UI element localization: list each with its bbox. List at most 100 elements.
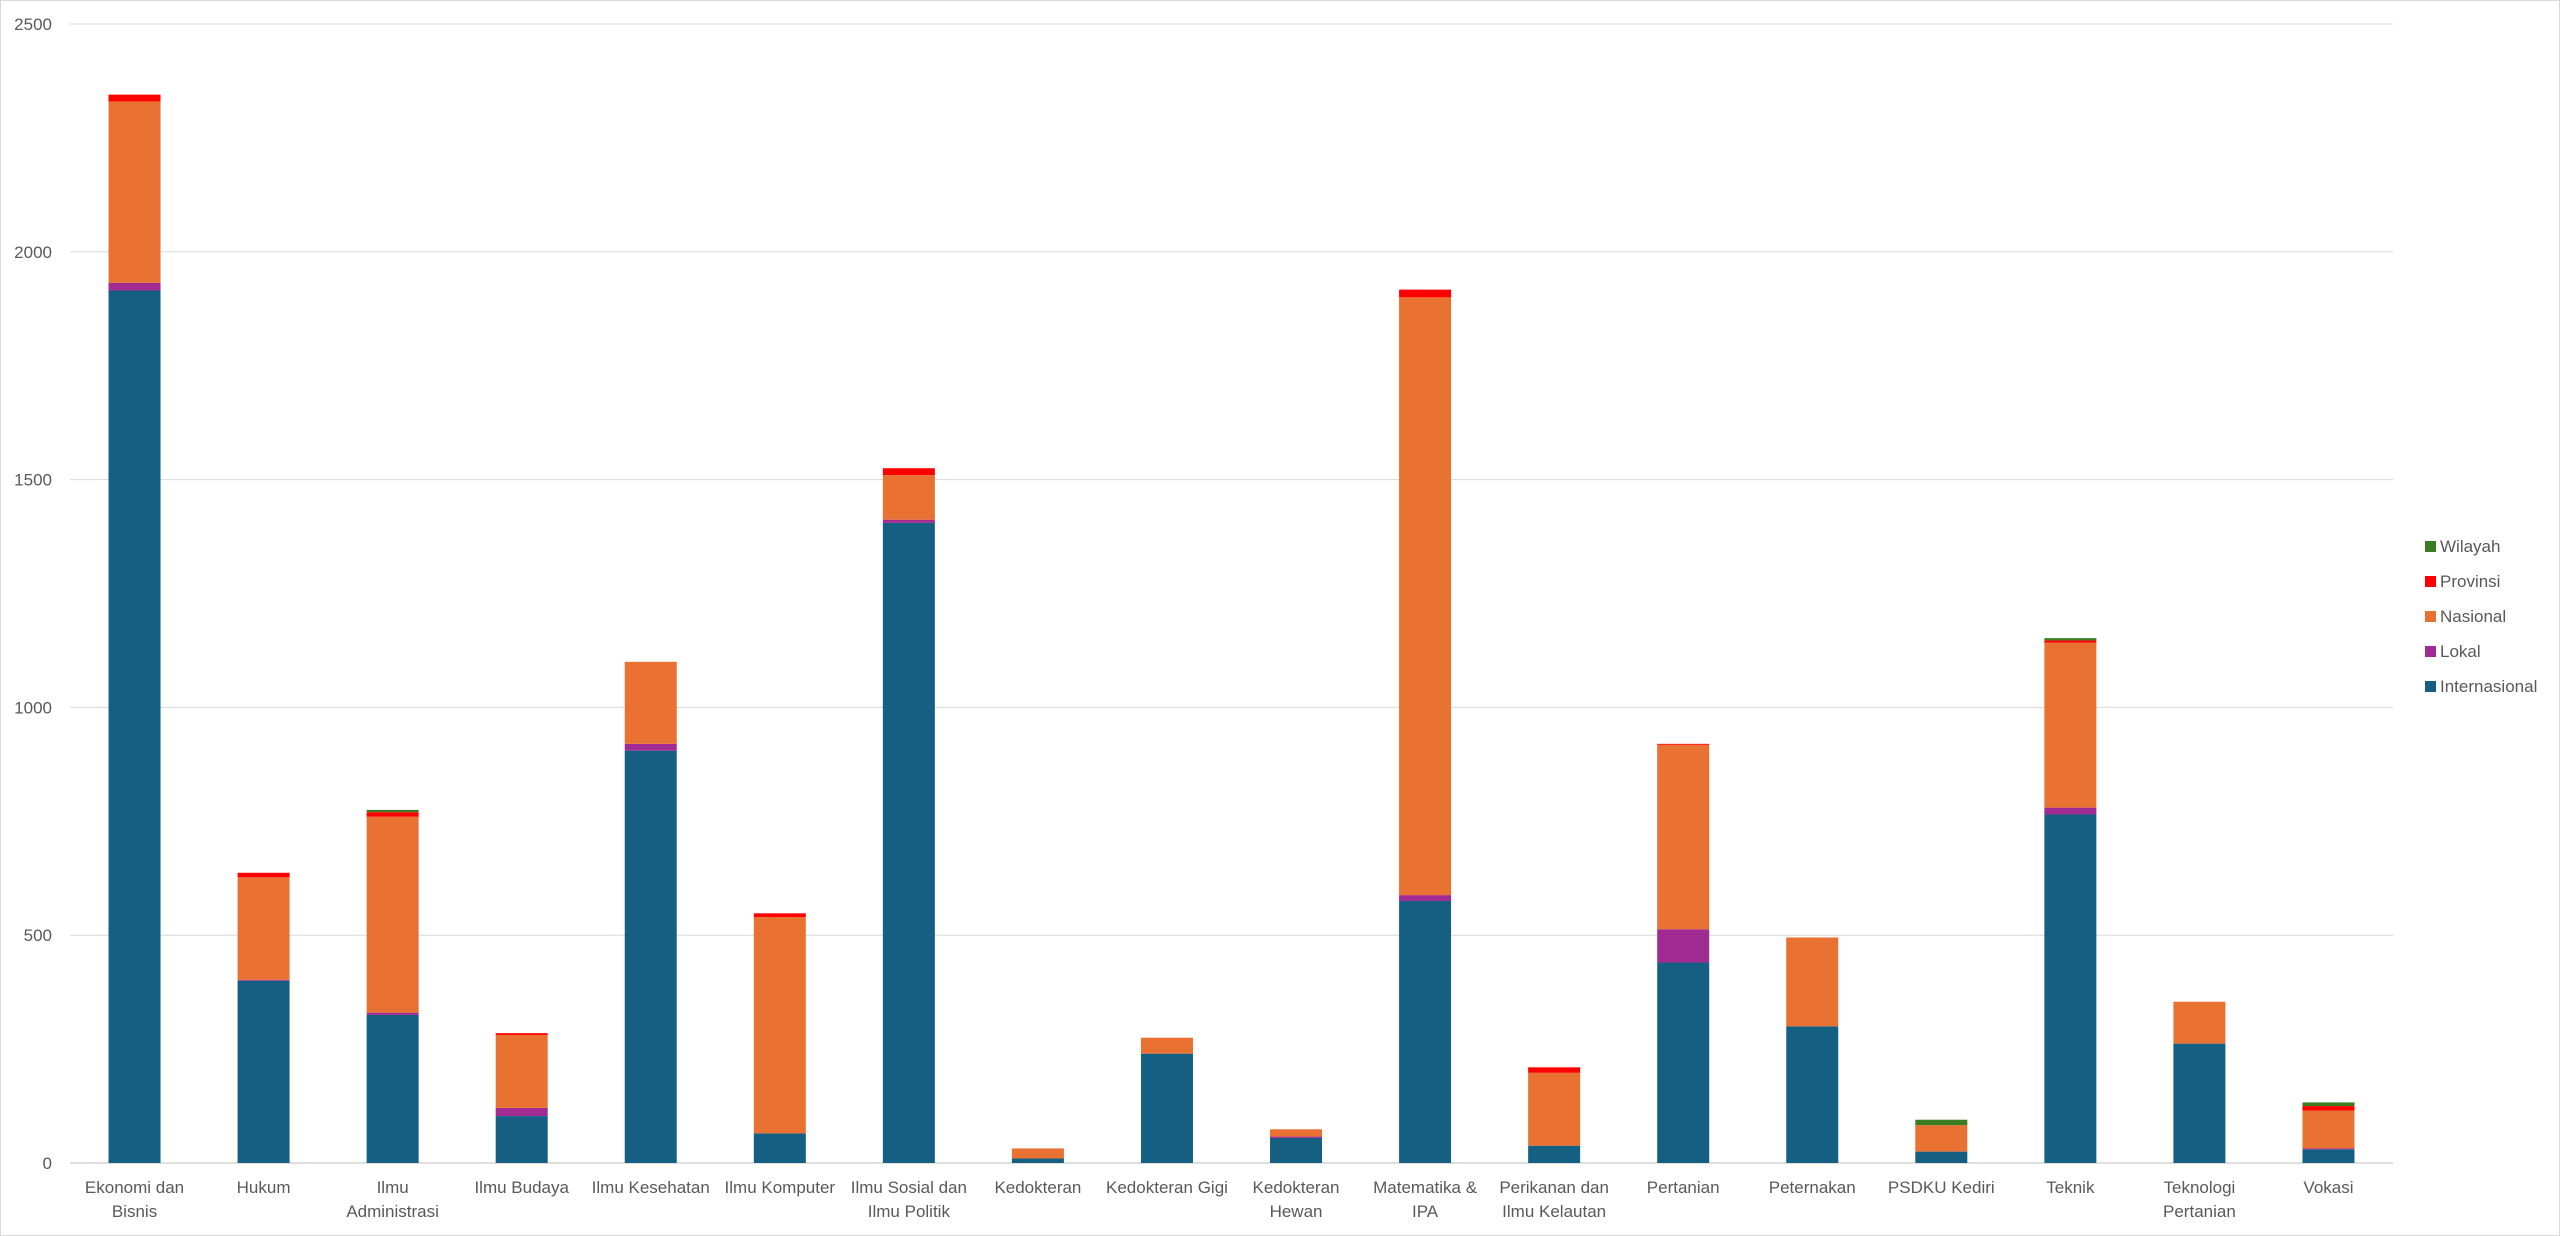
bar-segment-nasional — [237, 877, 290, 980]
x-category-label: Matematika & IPA — [1373, 1178, 1478, 1221]
x-category-label: Kedokteran — [994, 1178, 1081, 1197]
bar-segment-nasional — [1399, 297, 1452, 896]
bar-segment-internasional — [1399, 901, 1452, 1163]
bar-segment-wilayah — [2302, 1102, 2355, 1107]
bar-segment-nasional — [1528, 1072, 1581, 1146]
bar-segment-nasional — [2302, 1110, 2355, 1149]
bar-segment-internasional — [237, 980, 290, 1163]
x-category-label: Pertanian — [1647, 1178, 1720, 1197]
bar-segment-provinsi — [1399, 289, 1452, 298]
bar-segment-provinsi — [366, 812, 419, 817]
x-category-label: Ilmu Komputer — [725, 1178, 836, 1197]
legend-swatch-internasional — [2425, 681, 2436, 692]
bar-segment-internasional — [753, 1133, 806, 1163]
y-tick-label: 500 — [24, 926, 52, 945]
legend-label-lokal: Lokal — [2440, 642, 2481, 661]
y-tick-label: 2000 — [14, 243, 52, 262]
x-category-label: Peternakan — [1769, 1178, 1856, 1197]
bar-segment-internasional — [2044, 814, 2097, 1163]
bar-segment-nasional — [108, 101, 161, 283]
bar-segment-lokal — [366, 1012, 419, 1015]
legend-label-internasional: Internasional — [2440, 677, 2537, 696]
bar-segment-internasional — [1270, 1137, 1323, 1163]
y-axis: 0 500 1000 1500 2000 2500 — [14, 15, 52, 1173]
bar-segment-internasional — [366, 1014, 419, 1163]
legend-label-wilayah: Wilayah — [2440, 537, 2500, 556]
bar-segment-nasional — [882, 475, 935, 520]
bar-segment-internasional — [624, 750, 677, 1163]
bar-segment-provinsi — [2044, 640, 2097, 643]
gridlines — [70, 23, 2393, 1164]
bar-segment-provinsi — [753, 913, 806, 917]
x-category-label: Ilmu Sosial dan Ilmu Politik — [851, 1178, 967, 1221]
bar-segment-internasional — [1915, 1151, 1968, 1163]
bar-segment-lokal — [882, 519, 935, 523]
bar-segment-internasional — [1786, 1026, 1839, 1163]
bar-segment-internasional — [2173, 1043, 2226, 1163]
bar-segment-provinsi — [495, 1033, 548, 1035]
x-category-label: PSDKU Kediri — [1888, 1178, 1995, 1197]
bar-segment-lokal — [1657, 929, 1710, 963]
bar-segment-nasional — [1657, 744, 1710, 930]
bar-segment-internasional — [1011, 1158, 1064, 1163]
bar-segment-internasional — [495, 1116, 548, 1163]
bar-segment-lokal — [1399, 895, 1452, 902]
x-category-label: Vokasi — [2303, 1178, 2353, 1197]
bar-segment-wilayah — [366, 809, 419, 813]
bar-segment-provinsi — [2302, 1106, 2355, 1111]
x-category-label: Perikanan dan Ilmu Kelautan — [1499, 1178, 1609, 1221]
bar-segment-lokal — [2044, 807, 2097, 815]
bar-segment-nasional — [1270, 1129, 1323, 1137]
legend-swatch-lokal — [2425, 646, 2436, 657]
bar-segment-internasional — [108, 290, 161, 1163]
x-category-label: Ilmu Budaya — [474, 1178, 569, 1197]
y-tick-label: 1500 — [14, 471, 52, 490]
y-tick-label: 2500 — [14, 15, 52, 34]
bars — [108, 94, 2355, 1163]
legend-label-provinsi: Provinsi — [2440, 572, 2500, 591]
bar-segment-lokal — [495, 1107, 548, 1117]
x-category-label: Teknologi Pertanian — [2163, 1178, 2236, 1221]
bar-segment-provinsi — [882, 468, 935, 476]
bar-segment-internasional — [2302, 1149, 2355, 1163]
bar-segment-lokal — [624, 743, 677, 751]
bar-segment-lokal — [2302, 1148, 2355, 1150]
bar-segment-internasional — [1657, 962, 1710, 1163]
x-category-label: Ekonomi dan Bisnis — [85, 1178, 184, 1221]
bar-segment-nasional — [1915, 1125, 1968, 1152]
bar-segment-lokal — [108, 282, 161, 291]
legend: Wilayah Provinsi Nasional Lokal Internasiona… — [2425, 537, 2537, 696]
x-category-label: Kedokteran Hewan — [1253, 1178, 1340, 1221]
bar-segment-internasional — [882, 522, 935, 1163]
y-tick-label: 0 — [43, 1154, 52, 1173]
legend-swatch-wilayah — [2425, 541, 2436, 552]
bar-segment-internasional — [1528, 1145, 1581, 1163]
x-category-label: Hukum — [237, 1178, 291, 1197]
bar-segment-internasional — [1140, 1053, 1193, 1163]
bar-segment-provinsi — [1657, 743, 1710, 745]
x-category-label: Teknik — [2046, 1178, 2095, 1197]
bar-segment-provinsi — [108, 94, 161, 102]
bar-segment-wilayah — [1915, 1119, 1968, 1126]
bar-segment-nasional — [1011, 1148, 1064, 1159]
bar-segment-provinsi — [237, 872, 290, 878]
bar-segment-nasional — [1786, 937, 1839, 1027]
bar-segment-nasional — [2173, 1001, 2226, 1044]
legend-swatch-nasional — [2425, 611, 2436, 622]
bar-segment-lokal — [237, 979, 290, 981]
bar-segment-nasional — [366, 816, 419, 1013]
bar-segment-nasional — [2044, 642, 2097, 808]
legend-label-nasional: Nasional — [2440, 607, 2506, 626]
legend-swatch-provinsi — [2425, 576, 2436, 587]
bar-segment-wilayah — [2044, 638, 2097, 641]
bar-segment-lokal — [1270, 1136, 1323, 1138]
bar-segment-provinsi — [1528, 1067, 1581, 1073]
x-category-label: Ilmu Administrasi — [346, 1178, 439, 1221]
bar-segment-nasional — [495, 1034, 548, 1108]
y-tick-label: 1000 — [14, 698, 52, 717]
bar-segment-nasional — [624, 661, 677, 744]
x-category-label: Kedokteran Gigi — [1106, 1178, 1228, 1197]
bar-segment-nasional — [753, 916, 806, 1134]
